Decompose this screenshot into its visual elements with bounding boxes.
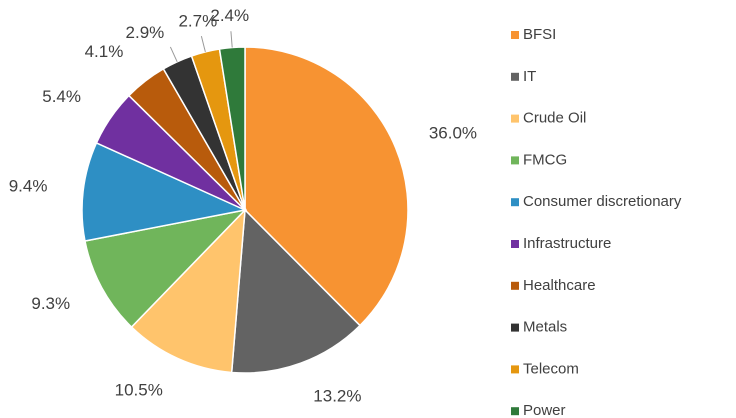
data-label: 13.2% [313, 386, 361, 405]
legend-swatch [511, 72, 519, 81]
data-label: 4.1% [85, 42, 124, 61]
pie-slice [244, 46, 409, 327]
legend-label: FMCG [523, 151, 567, 168]
leader-line [230, 31, 233, 48]
legend-swatch [511, 31, 519, 39]
pie-slice [230, 208, 362, 374]
pie-slice [218, 46, 246, 211]
legend-swatch [511, 114, 519, 123]
leader-line [200, 35, 206, 53]
legend-label: Infrastructure [523, 235, 611, 252]
data-label: 9.3% [31, 294, 70, 313]
legend-label: Power [523, 402, 566, 418]
data-label: 9.4% [9, 176, 48, 195]
data-label: 5.4% [42, 87, 81, 106]
pie-slice [84, 208, 248, 329]
legend-swatch [511, 365, 519, 374]
data-label: 2.9% [126, 23, 165, 42]
legend-label: Consumer discretionary [523, 193, 682, 210]
legend-label: Telecom [523, 360, 579, 377]
legend-swatch [511, 240, 519, 248]
pie-slice [130, 207, 246, 374]
legend-swatch [511, 323, 519, 332]
legend-swatch [511, 281, 519, 290]
data-label: 10.5% [115, 381, 163, 400]
pie-slice [81, 141, 248, 242]
data-label: 2.7% [178, 11, 217, 30]
data-label: 36.0% [429, 124, 477, 143]
legend-swatch [511, 198, 519, 207]
legend-label: Metals [523, 319, 567, 336]
legend-label: BFSI [523, 26, 556, 43]
legend-label: IT [523, 68, 536, 85]
leader-line [169, 46, 178, 62]
data-label: 2.4% [210, 6, 249, 25]
legend-label: Healthcare [523, 277, 596, 294]
legend-swatch [511, 407, 519, 416]
legend-swatch [511, 156, 519, 165]
legend-label: Crude Oil [523, 110, 586, 127]
